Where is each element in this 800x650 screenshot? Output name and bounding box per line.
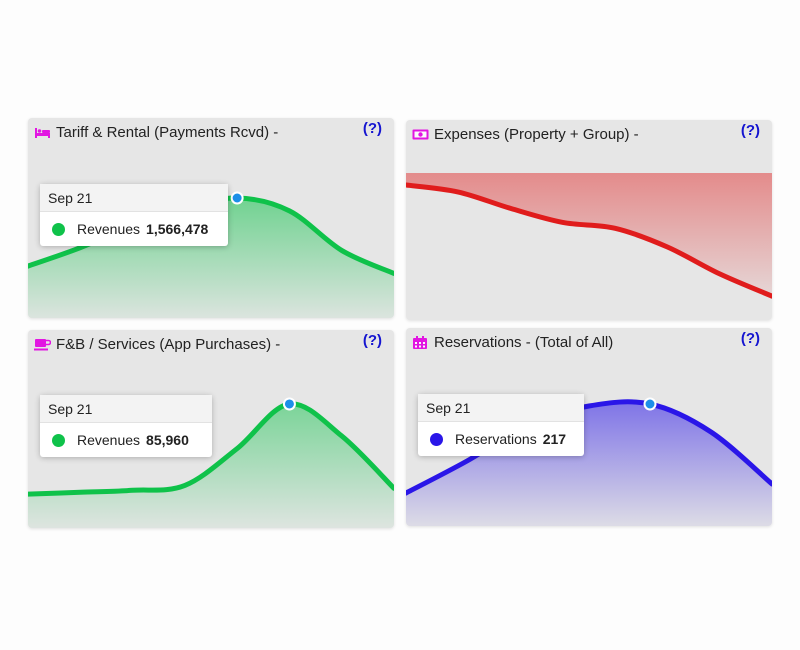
area-fill: [28, 403, 394, 528]
revenue-series-line: [28, 401, 394, 497]
card-title-text: Tariff & Rental (Payments Rcvd) -: [56, 124, 279, 141]
tooltip-date: Sep 21: [40, 184, 228, 212]
card-title: Tariff & Rental (Payments Rcvd) -: [34, 124, 278, 141]
tooltip-date: Sep 21: [418, 394, 584, 422]
tooltip-date: Sep 21: [40, 395, 212, 423]
chart-tooltip: Sep 21 Revenues 85,960: [40, 395, 212, 457]
coffee-cup-icon: [34, 338, 51, 351]
bed-icon: [34, 126, 51, 139]
chart-tooltip: Sep 21 Revenues 1,566,478: [40, 184, 228, 246]
legend-dot: [430, 432, 443, 446]
tooltip-label: Revenues: [77, 432, 141, 448]
area-fill: [406, 401, 772, 526]
help-link[interactable]: (?): [362, 120, 382, 137]
help-link[interactable]: (?): [740, 122, 760, 139]
card-title: F&B / Services (App Purchases) -: [34, 336, 280, 353]
highlight-point[interactable]: [230, 191, 244, 205]
reservations-card: Reservations - (Total of All) (?) Sep 21…: [406, 328, 772, 526]
highlight-point[interactable]: [643, 397, 657, 411]
card-title-text: F&B / Services (App Purchases) -: [56, 336, 281, 353]
highlight-point[interactable]: [282, 397, 296, 411]
expenses-chart[interactable]: [406, 120, 772, 320]
card-title: Expenses (Property + Group) -: [412, 126, 639, 143]
fnb-services-card: F&B / Services (App Purchases) - (?) Sep…: [28, 330, 394, 528]
legend-dot: [52, 222, 65, 236]
tooltip-label: Reservations: [455, 431, 537, 447]
card-title-text: Expenses (Property + Group) -: [434, 126, 639, 143]
money-icon: [412, 128, 429, 141]
help-link[interactable]: (?): [362, 332, 382, 349]
tooltip-label: Revenues: [77, 221, 141, 237]
expense-series-line: [406, 182, 772, 299]
calendar-icon: [412, 336, 429, 349]
tooltip-value: 217: [542, 431, 567, 447]
card-title: Reservations - (Total of All): [412, 334, 613, 351]
help-link[interactable]: (?): [740, 330, 760, 347]
legend-dot: [52, 433, 65, 447]
area-fill: [28, 197, 394, 318]
chart-tooltip: Sep 21 Reservations 217: [418, 394, 584, 456]
tariff-rental-card: Tariff & Rental (Payments Rcvd) - (?) Se…: [28, 118, 394, 318]
reservation-series-line: [406, 399, 772, 496]
tooltip-value: 85,960: [146, 432, 189, 448]
card-title-text: Reservations - (Total of All): [434, 334, 614, 351]
expenses-card: Expenses (Property + Group) - (?): [406, 120, 772, 320]
tooltip-value: 1,566,478: [146, 221, 209, 237]
fnb-services-chart[interactable]: [28, 330, 394, 528]
reservations-chart[interactable]: [406, 328, 772, 526]
